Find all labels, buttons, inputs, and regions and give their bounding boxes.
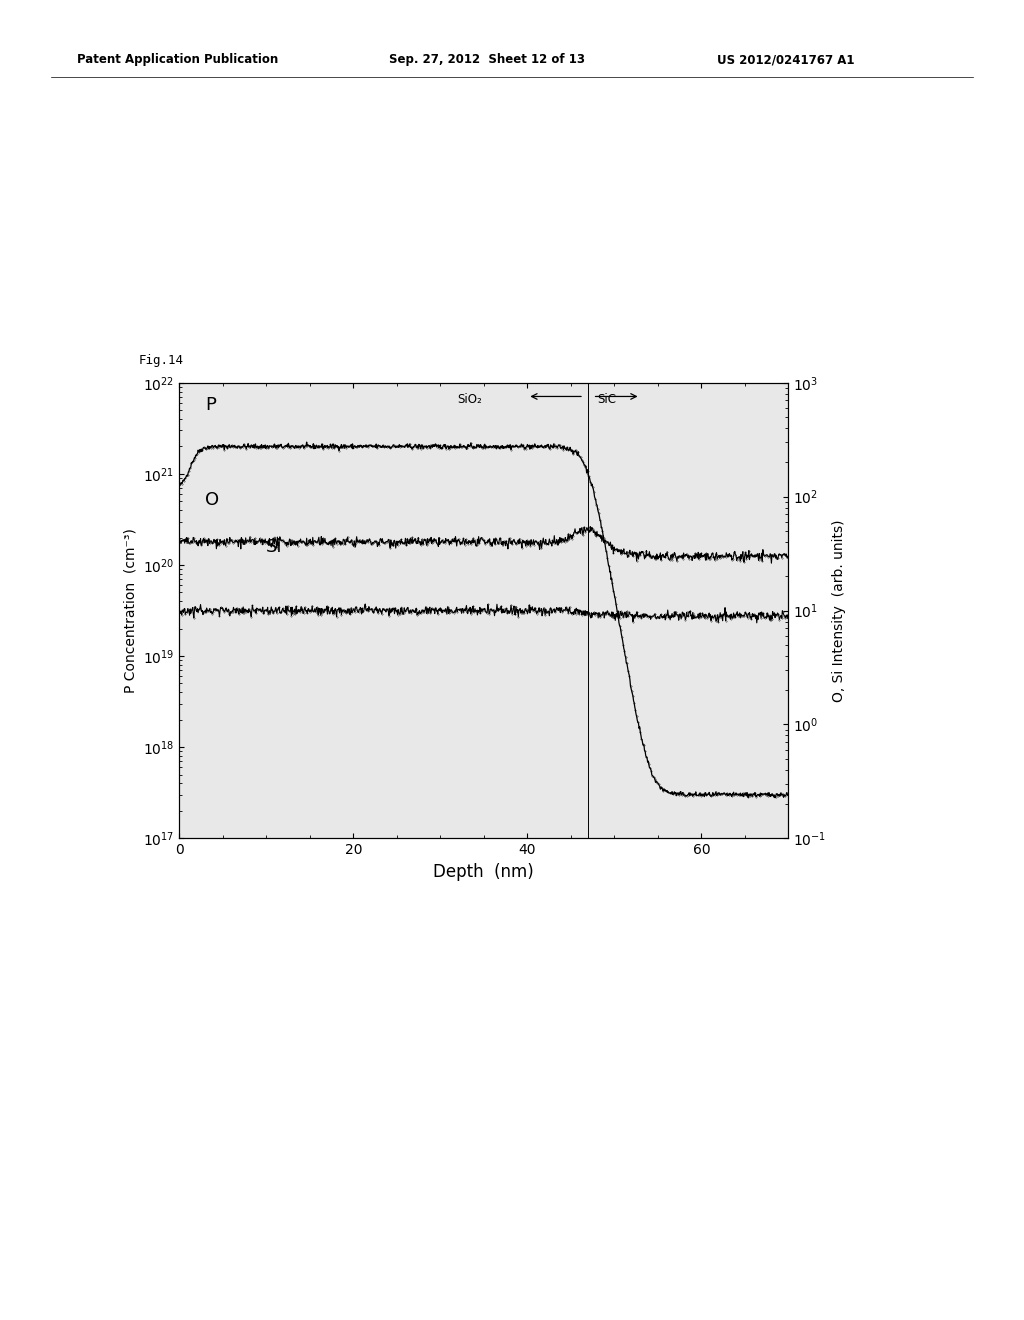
Text: US 2012/0241767 A1: US 2012/0241767 A1: [717, 53, 854, 66]
Text: SiO₂: SiO₂: [458, 392, 482, 405]
Y-axis label: O, Si Intensity  (arb. units): O, Si Intensity (arb. units): [833, 519, 846, 702]
Text: SiC: SiC: [597, 392, 616, 405]
Text: Fig.14: Fig.14: [138, 354, 183, 367]
Y-axis label: P Concentration  (cm⁻³): P Concentration (cm⁻³): [123, 528, 137, 693]
Text: P: P: [205, 396, 216, 414]
Text: Patent Application Publication: Patent Application Publication: [77, 53, 279, 66]
Text: O: O: [205, 491, 219, 510]
Text: Sep. 27, 2012  Sheet 12 of 13: Sep. 27, 2012 Sheet 12 of 13: [389, 53, 585, 66]
Text: Si: Si: [266, 537, 283, 556]
X-axis label: Depth  (nm): Depth (nm): [433, 862, 535, 880]
